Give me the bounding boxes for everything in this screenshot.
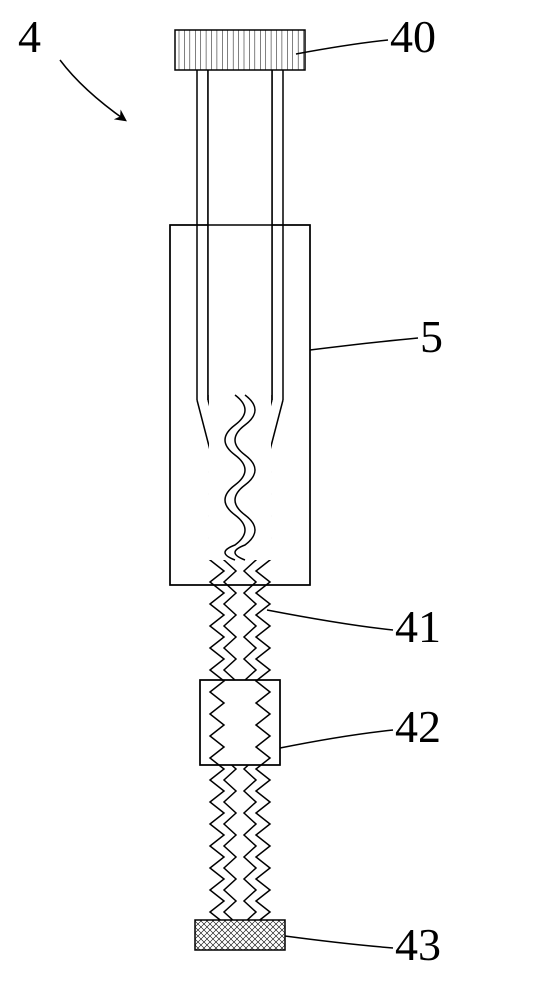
label-l41: 41 [395, 600, 441, 653]
label-l4: 4 [18, 10, 41, 63]
label-l43: 43 [395, 918, 441, 971]
label-l5: 5 [420, 310, 443, 363]
label-l40: 40 [390, 10, 436, 63]
label-l42: 42 [395, 700, 441, 753]
